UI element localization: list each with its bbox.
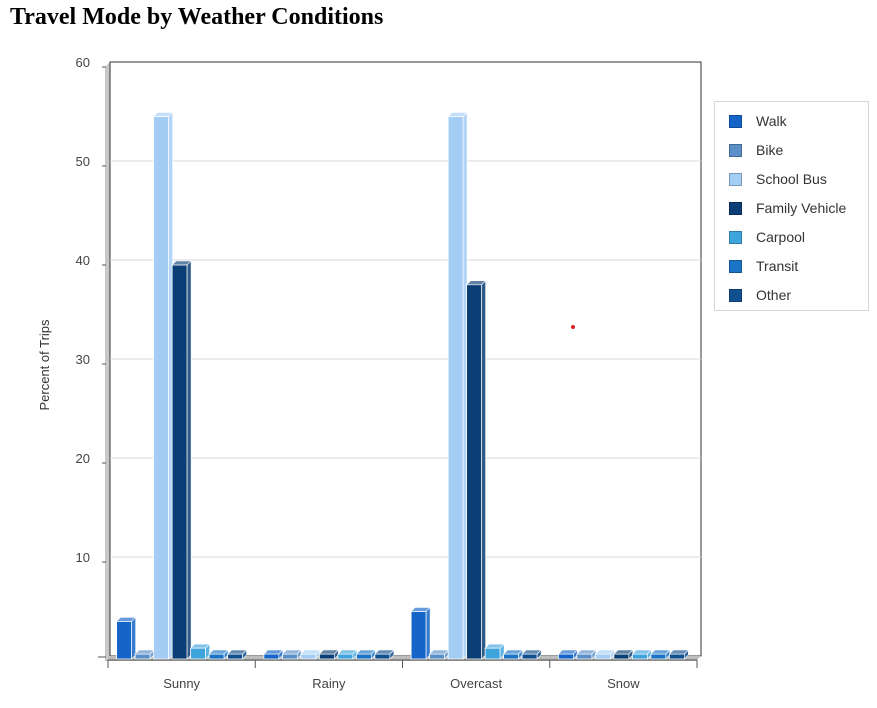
legend-label: Family Vehicle: [756, 200, 847, 216]
bar: [337, 649, 358, 660]
bar: [171, 260, 192, 660]
y-tick-label: 40: [76, 253, 90, 268]
bar: [134, 649, 155, 660]
legend-item: Other: [729, 285, 791, 305]
legend-label: School Bus: [756, 171, 827, 187]
bar: [281, 649, 303, 660]
legend-swatch: [729, 288, 742, 302]
bar: [226, 649, 248, 660]
bar: [594, 649, 616, 660]
bar: [465, 280, 487, 660]
legend-swatch: [729, 259, 742, 273]
y-tick-label: 30: [76, 352, 90, 367]
y-axis-label: Percent of Trips: [37, 319, 52, 411]
legend-item: Bike: [729, 140, 783, 160]
legend-swatch: [729, 230, 742, 244]
bar: [115, 616, 137, 660]
bar: [576, 649, 597, 660]
bar: [502, 649, 524, 660]
y-tick-label: 20: [76, 451, 90, 466]
legend-item: Walk: [729, 111, 787, 131]
legend-label: Bike: [756, 142, 784, 158]
bar: [263, 649, 284, 660]
bar: [300, 649, 321, 660]
bar: [521, 649, 542, 660]
x-tick-label: Overcast: [450, 676, 502, 691]
bar: [650, 649, 671, 660]
bar: [318, 649, 340, 660]
x-tick-label: Snow: [607, 676, 640, 691]
bar: [410, 606, 431, 660]
legend-swatch: [729, 143, 742, 157]
bar: [447, 111, 468, 660]
x-tick-label: Rainy: [312, 676, 346, 691]
legend-item: Family Vehicle: [729, 198, 846, 218]
legend-item: Carpool: [729, 227, 805, 247]
x-tick-label: Sunny: [163, 676, 200, 691]
bar: [613, 649, 634, 660]
bar: [208, 649, 229, 660]
bar: [428, 649, 450, 660]
legend-swatch: [729, 201, 742, 215]
red-dot-marker: [571, 325, 575, 329]
legend-label: Carpool: [756, 229, 806, 245]
legend-item: Transit: [729, 256, 798, 276]
legend-swatch: [729, 172, 742, 186]
axis-wall: [105, 62, 110, 661]
legend-item: School Bus: [729, 169, 827, 189]
legend-swatch: [729, 114, 742, 128]
bar: [189, 643, 211, 660]
legend-label: Walk: [756, 113, 787, 129]
legend-label: Other: [756, 287, 792, 303]
bar: [355, 649, 377, 660]
bar: [668, 649, 690, 660]
bar: [484, 643, 505, 660]
bar: [152, 111, 174, 660]
y-tick-label: 10: [76, 550, 90, 565]
bar: [557, 649, 579, 660]
y-tick-label: 50: [76, 154, 90, 169]
legend-label: Transit: [756, 258, 799, 274]
chart-title: Travel Mode by Weather Conditions: [10, 4, 384, 30]
bar: [631, 649, 653, 660]
y-tick-label: 60: [76, 55, 90, 70]
bar: [374, 649, 395, 660]
legend: Walk Bike School Bus Family Vehicle Carpool T…: [714, 101, 869, 311]
